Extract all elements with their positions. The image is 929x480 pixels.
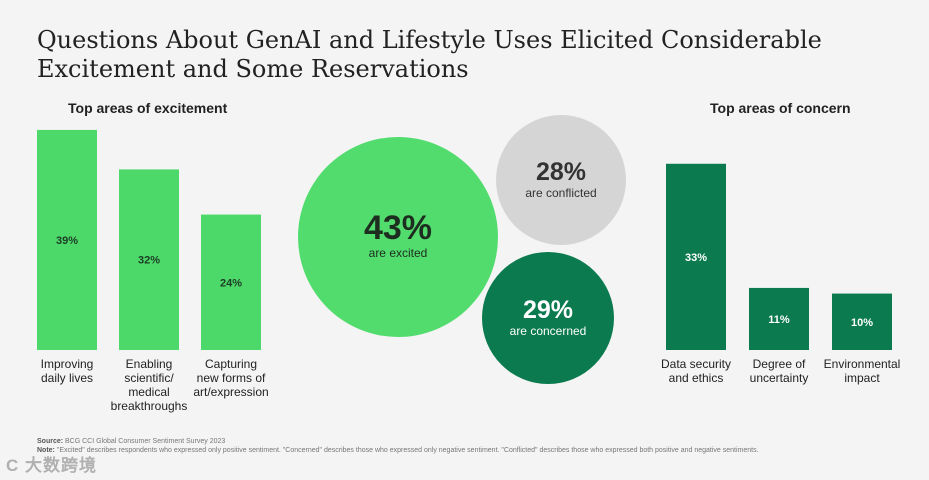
source-label: Source: <box>37 438 64 445</box>
chart-title: Questions About GenAI and Lifestyle Uses… <box>37 26 822 83</box>
bubble-percent: 43% <box>364 209 432 247</box>
bar-2 <box>119 169 179 350</box>
bar-value-label: 32% <box>138 255 160 267</box>
bubble-label: are excited <box>369 246 428 260</box>
category-label: Capturing new forms of art/expression <box>193 357 268 399</box>
bar-value-label: 33% <box>685 252 707 264</box>
bar-3 <box>832 293 892 350</box>
note-label: Note: <box>37 447 55 454</box>
category-label: Degree of uncertainty <box>750 357 809 385</box>
bar-1 <box>666 163 726 350</box>
bubble-percent: 28% <box>536 158 586 186</box>
bar-3 <box>201 214 261 350</box>
concern-panel-title: Top areas of concern <box>710 100 851 116</box>
category-label: Improving daily lives <box>41 357 94 385</box>
footer-notes: Source: BCG CCI Global Consumer Sentimen… <box>37 437 897 455</box>
source-line: Source: BCG CCI Global Consumer Sentimen… <box>37 437 897 446</box>
bubble-are-concerned <box>482 252 614 384</box>
note-text: "Excited" describes respondents who expr… <box>56 447 759 454</box>
note-line: Note: "Excited" describes respondents wh… <box>37 446 897 455</box>
excitement-panel-title: Top areas of excitement <box>68 100 228 116</box>
concern-bar-chart: 33% Data security and ethics 11% Degree of un… <box>661 163 901 385</box>
bar-value-label: 39% <box>56 235 78 247</box>
category-label: Data security and ethics <box>661 357 731 385</box>
watermark-logo: C 大数跨境 <box>6 456 97 475</box>
bubble-percent: 29% <box>523 296 573 324</box>
source-text: BCG CCI Global Consumer Sentiment Survey… <box>65 438 226 445</box>
category-label: Enabling scientific/medical breakthroughs <box>111 357 188 413</box>
bar-value-label: 24% <box>220 277 242 289</box>
bubble-are-conflicted <box>496 115 626 245</box>
bar-value-label: 11% <box>768 314 790 326</box>
bar-value-label: 10% <box>851 317 873 329</box>
bar-2 <box>749 287 809 350</box>
bar-1 <box>37 129 97 350</box>
bubble-label: are conflicted <box>525 186 596 200</box>
bubble-label: are concerned <box>510 324 587 338</box>
excitement-bar-chart: 39% Improving daily lives 32% Enabling scient… <box>37 129 269 413</box>
sentiment-bubbles: 43%are excited 28%are conflicted 29%are co… <box>298 115 626 384</box>
bubble-are-excited <box>298 137 498 337</box>
category-label: Environmental impact <box>824 357 901 385</box>
